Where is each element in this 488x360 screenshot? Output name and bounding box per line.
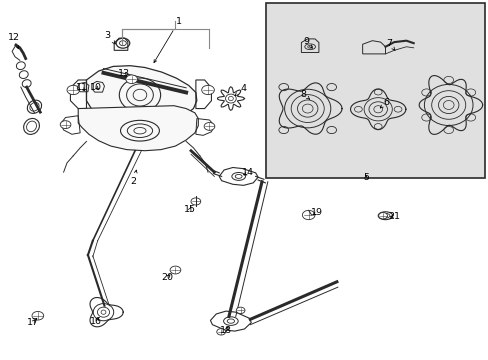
Text: 6: 6 [380,98,388,108]
Text: 21: 21 [387,212,400,221]
Circle shape [236,307,244,314]
Bar [266,3,484,178]
Text: 17: 17 [27,318,39,327]
Circle shape [67,85,80,95]
Circle shape [201,85,214,95]
Circle shape [125,75,137,84]
Text: 3: 3 [104,31,115,44]
Text: 2: 2 [130,170,137,186]
Text: 20: 20 [162,273,173,282]
Circle shape [216,329,225,335]
Text: 14: 14 [242,168,254,177]
Text: 10: 10 [90,83,102,92]
Text: 11: 11 [76,83,87,92]
Circle shape [203,122,214,130]
Text: 12: 12 [7,33,20,49]
Text: 19: 19 [310,208,322,217]
Text: 9: 9 [303,37,312,49]
Text: 4: 4 [235,84,245,96]
Polygon shape [86,66,197,123]
Text: 13: 13 [118,69,130,78]
Circle shape [302,210,314,220]
Text: 18: 18 [220,326,231,335]
Text: 8: 8 [300,90,309,99]
Text: 1: 1 [154,17,182,63]
Text: 15: 15 [183,205,196,214]
Circle shape [60,121,71,129]
Circle shape [170,266,181,274]
Text: 7: 7 [386,39,394,51]
Text: 16: 16 [90,316,102,325]
Circle shape [32,311,43,320]
Polygon shape [78,106,198,151]
Text: 5: 5 [362,173,368,182]
Circle shape [191,198,201,205]
Circle shape [378,212,386,219]
